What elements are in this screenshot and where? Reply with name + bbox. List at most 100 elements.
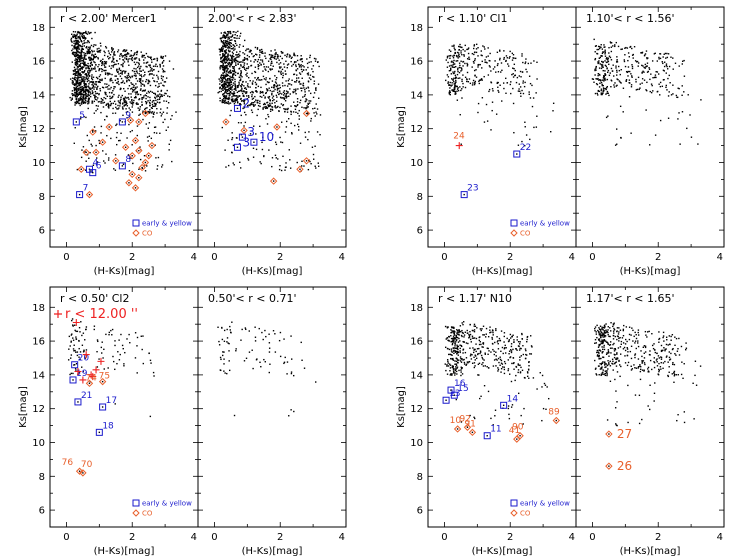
- background-star: [113, 61, 115, 63]
- background-star: [88, 32, 90, 35]
- background-star: [263, 102, 266, 105]
- co-star-marker: [552, 416, 560, 425]
- background-star: [593, 38, 595, 41]
- background-star: [141, 348, 143, 351]
- background-star: [297, 77, 300, 79]
- background-star: [143, 95, 145, 97]
- background-star: [264, 103, 266, 106]
- background-star: [222, 76, 225, 79]
- background-star: [619, 81, 621, 83]
- background-star: [246, 91, 248, 93]
- background-star: [235, 89, 237, 92]
- background-star: [510, 345, 513, 348]
- background-star: [310, 61, 312, 63]
- y-tick-label: 18: [32, 303, 45, 314]
- background-star: [151, 70, 154, 72]
- background-star: [667, 53, 670, 55]
- background-star: [222, 83, 224, 86]
- background-star: [153, 92, 155, 94]
- background-star: [75, 61, 78, 64]
- background-star: [505, 60, 507, 63]
- background-star: [235, 71, 237, 74]
- background-star: [120, 77, 123, 80]
- background-star: [265, 106, 268, 109]
- background-star: [286, 53, 289, 55]
- background-star: [80, 89, 82, 91]
- x-tick-label: 0: [441, 252, 447, 263]
- background-star: [608, 344, 611, 346]
- co-star-dot: [85, 151, 87, 154]
- background-star: [280, 66, 282, 68]
- background-star: [123, 99, 125, 102]
- background-star: [444, 325, 447, 328]
- background-star: [529, 138, 531, 141]
- background-star: [72, 81, 74, 84]
- background-star: [296, 68, 299, 70]
- background-star: [682, 377, 684, 380]
- background-star: [293, 410, 295, 413]
- background-star: [281, 97, 284, 99]
- background-star: [71, 98, 73, 100]
- background-star: [283, 90, 286, 92]
- background-star: [84, 93, 86, 96]
- background-star: [100, 45, 102, 47]
- background-star: [604, 60, 606, 62]
- background-star: [450, 350, 453, 352]
- background-star: [127, 74, 130, 76]
- background-star: [605, 93, 607, 95]
- background-star: [88, 94, 90, 97]
- x-tick-label: 4: [569, 532, 575, 543]
- early-star-dot: [516, 153, 518, 155]
- background-star: [459, 351, 461, 354]
- background-star: [224, 95, 226, 97]
- background-star: [613, 329, 616, 331]
- background-star: [462, 323, 464, 326]
- background-star: [79, 88, 81, 90]
- background-star: [80, 50, 83, 52]
- background-star: [128, 170, 131, 172]
- background-star: [474, 348, 476, 351]
- background-star: [302, 96, 304, 98]
- background-star: [238, 84, 240, 87]
- background-star: [449, 370, 451, 372]
- background-star: [310, 162, 312, 165]
- background-star: [223, 363, 225, 365]
- background-star: [97, 58, 99, 60]
- background-field: [67, 318, 155, 418]
- background-star: [508, 417, 511, 420]
- background-star: [71, 52, 74, 55]
- background-star: [223, 340, 226, 343]
- background-star: [293, 73, 296, 75]
- background-star: [156, 95, 158, 97]
- background-star: [604, 372, 607, 375]
- background-star: [477, 353, 479, 356]
- background-star: [221, 126, 224, 129]
- background-star: [519, 86, 522, 88]
- background-star: [73, 51, 75, 54]
- background-star: [224, 44, 227, 46]
- y-tick-label: 8: [39, 472, 45, 483]
- background-star: [454, 343, 456, 345]
- background-star: [666, 65, 668, 68]
- background-star: [114, 340, 116, 342]
- background-star: [78, 55, 81, 57]
- background-star: [658, 337, 661, 340]
- background-star: [453, 86, 456, 89]
- background-star: [235, 95, 238, 97]
- background-star: [284, 169, 286, 171]
- background-star: [104, 97, 107, 100]
- background-star: [643, 71, 645, 73]
- background-star: [144, 71, 146, 73]
- background-star: [228, 46, 231, 48]
- background-star: [116, 143, 118, 146]
- background-star: [605, 323, 607, 325]
- background-star: [119, 72, 122, 74]
- background-star: [226, 40, 229, 42]
- background-star: [226, 328, 228, 331]
- background-star: [222, 63, 224, 65]
- background-star: [225, 89, 227, 91]
- background-star: [238, 37, 240, 39]
- background-star: [116, 131, 118, 134]
- background-star: [261, 141, 263, 144]
- background-star: [83, 37, 85, 39]
